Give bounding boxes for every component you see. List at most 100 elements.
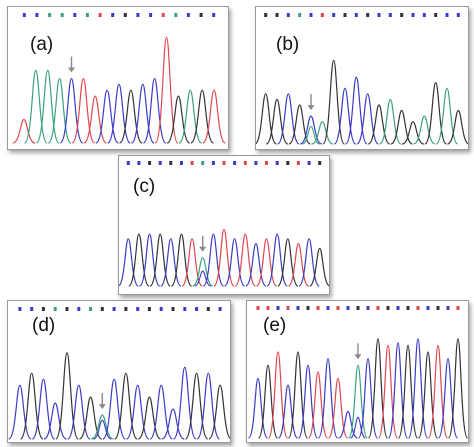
- tick-mark: [456, 306, 460, 310]
- tick-mark: [98, 13, 102, 17]
- trace-peak: [257, 364, 279, 439]
- tick-mark: [307, 161, 311, 165]
- trace-peak: [333, 87, 357, 145]
- trace-peak: [12, 118, 36, 144]
- trace-peak: [208, 384, 230, 440]
- tick-mark: [186, 13, 190, 17]
- tick-mark: [158, 161, 162, 165]
- tick-mark: [406, 306, 410, 310]
- trace-peak: [138, 233, 161, 287]
- tick-mark: [396, 306, 400, 310]
- tick-mark: [73, 13, 77, 17]
- tick-mark: [124, 307, 128, 311]
- tick-mark: [286, 306, 290, 310]
- tick-mark: [376, 306, 380, 310]
- tick-mark: [326, 306, 330, 310]
- tick-mark: [180, 161, 183, 165]
- trace-peak: [8, 384, 32, 440]
- trace-peak: [437, 358, 459, 439]
- trace-peak: [202, 233, 225, 287]
- tick-mark: [366, 306, 370, 310]
- tick-mark: [275, 13, 279, 17]
- chromatogram-panel-a: (a): [7, 6, 229, 150]
- panel-a-label: (a): [30, 34, 54, 55]
- panel-d-label: (d): [32, 315, 56, 336]
- tick-mark: [286, 13, 290, 17]
- trace-peak: [307, 371, 329, 439]
- tick-mark: [366, 13, 370, 17]
- trace-peak: [59, 77, 84, 144]
- tick-mark: [169, 161, 173, 165]
- trace-peak: [311, 121, 334, 145]
- tick-mark: [400, 13, 404, 17]
- trace-peak: [95, 89, 119, 144]
- tick-mark: [195, 307, 199, 311]
- tick-mark: [199, 13, 203, 17]
- tick-mark: [256, 306, 260, 310]
- trace-peak: [137, 396, 161, 440]
- tick-mark: [316, 306, 320, 310]
- tick-mark: [354, 13, 358, 17]
- trace-peak: [55, 352, 79, 440]
- tick-mark: [53, 307, 57, 311]
- panel-c-trace: [119, 161, 329, 287]
- tick-mark: [222, 161, 226, 165]
- trace-peak: [245, 242, 267, 287]
- chromatogram-panel-e: (e): [246, 300, 469, 443]
- trace-peak: [192, 257, 214, 287]
- tick-mark: [212, 13, 216, 17]
- tick-mark: [434, 13, 438, 17]
- trace-peak: [357, 358, 379, 439]
- tick-mark: [266, 306, 270, 310]
- panel-b-trace: [256, 13, 468, 145]
- tick-mark: [201, 161, 205, 165]
- tick-mark: [436, 306, 440, 310]
- tick-mark: [298, 13, 302, 17]
- tick-mark: [265, 161, 268, 165]
- tick-mark: [456, 13, 460, 17]
- tick-mark: [111, 13, 115, 17]
- tick-mark: [123, 13, 127, 17]
- tick-mark: [416, 306, 420, 310]
- trace-peak: [160, 238, 182, 287]
- tick-mark: [211, 161, 215, 165]
- tick-mark: [445, 13, 449, 17]
- arrow-head: [354, 354, 362, 360]
- panel-e-label: (e): [263, 315, 287, 336]
- tick-mark: [336, 306, 340, 310]
- tick-mark: [126, 161, 130, 165]
- trace-peak: [83, 95, 108, 144]
- tick-mark: [161, 13, 165, 17]
- secondary-peak: [350, 416, 366, 439]
- tick-mark: [190, 161, 194, 165]
- tick-mark: [296, 161, 300, 165]
- trace-peak: [102, 378, 126, 440]
- trace-peak: [338, 410, 358, 439]
- panel-e-trace: [247, 306, 468, 439]
- trace-peak: [277, 384, 299, 439]
- tick-mark: [174, 13, 178, 17]
- tick-mark: [346, 306, 350, 310]
- tick-mark: [309, 13, 313, 17]
- tick-mark: [318, 161, 322, 165]
- tick-mark: [136, 307, 140, 311]
- trace-peak: [184, 372, 209, 440]
- trace-peak: [309, 247, 329, 287]
- tick-mark: [159, 307, 163, 311]
- tick-mark: [48, 13, 52, 17]
- secondary-peak: [194, 270, 211, 287]
- tick-mark: [320, 13, 324, 17]
- panel-c-label: (c): [133, 176, 156, 197]
- trace-peak: [23, 69, 48, 144]
- tick-mark: [183, 307, 187, 311]
- secondary-peak: [93, 419, 112, 440]
- trace-peak: [47, 77, 72, 144]
- panel-a-trace: [12, 13, 226, 144]
- trace-peak: [161, 408, 185, 440]
- trace-peak: [90, 414, 114, 440]
- tick-mark: [254, 161, 258, 165]
- tick-mark: [264, 13, 268, 17]
- trace-peak: [178, 89, 203, 144]
- tick-mark: [171, 307, 175, 311]
- tick-mark: [426, 306, 430, 310]
